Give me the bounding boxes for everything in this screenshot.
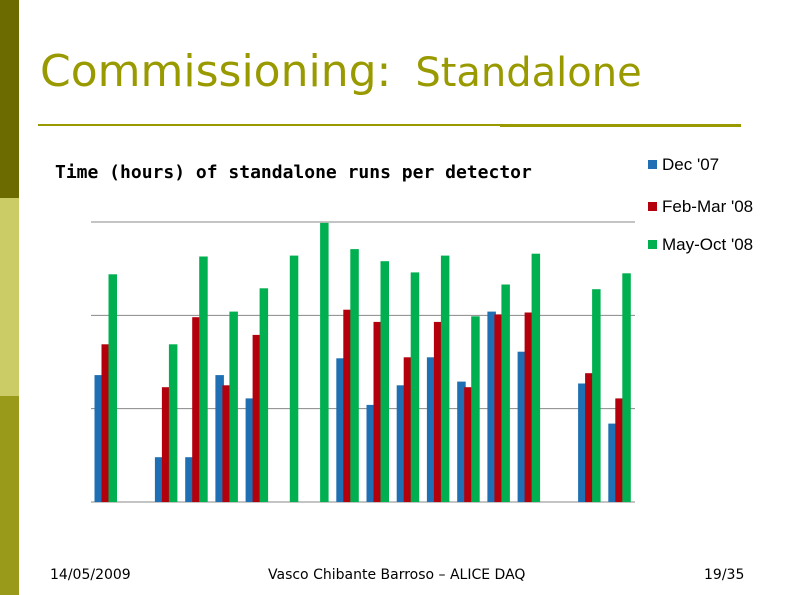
bar-series3-category7 [289,255,299,502]
bar-series3-category8 [320,222,329,502]
bar-series1-category14 [487,311,496,502]
title-underline-accent [500,124,741,127]
bar-series1-category15 [517,351,527,502]
bar-series1-category3 [154,457,164,502]
legend-item-febmar08: Feb-Mar '08 [648,197,753,217]
bar-series2-category15 [524,312,534,502]
bar-series3-category18 [622,273,631,502]
bar-series3-category13 [471,316,480,502]
bar-series1-category9 [336,358,345,502]
sidebar-decoration [0,0,19,595]
legend-label-febmar08: Feb-Mar '08 [662,197,754,216]
bar-series2-category9 [343,309,352,502]
bar-series3-category17 [592,289,601,502]
bar-series2-category3 [161,387,171,502]
bar-series3-category12 [440,255,450,502]
slide-title: Commissioning: Standalone [40,46,642,97]
bar-series2-category14 [494,314,503,502]
bar-series1-category10 [366,404,375,502]
bar-series3-category15 [531,253,541,502]
bar-series3-category14 [501,284,510,502]
bar-series1-category6 [245,398,255,502]
bar-series1-category13 [457,381,466,502]
legend-swatch-dec07 [648,160,657,169]
bar-series2-category18 [615,398,624,502]
bar-series1-category4 [185,457,194,502]
bar-series2-category11 [403,357,413,502]
bar-series3-category10 [380,261,389,502]
sidebar-block-bottom [0,396,19,595]
chart-title: Time (hours) of standalone runs per dete… [55,162,532,183]
sidebar-block-top [0,0,19,198]
footer-date: 14/05/2009 [50,567,131,583]
bar-series2-category1 [101,344,110,502]
slide-title-sub: Standalone [415,50,642,96]
title-underline [38,124,500,126]
bar-series1-category18 [608,423,617,502]
bar-series3-category11 [410,272,420,502]
bar-series2-category13 [464,387,473,502]
legend-swatch-mayoct08 [648,240,657,249]
footer-author: Vasco Chibante Barroso – ALICE DAQ [268,567,526,583]
legend-item-mayoct08: May-Oct '08 [648,235,753,255]
bar-series3-category4 [199,256,208,502]
bar-series2-category17 [585,373,594,502]
bar-series3-category9 [350,249,359,502]
legend-label-mayoct08: May-Oct '08 [662,235,754,254]
bar-series3-category1 [108,274,117,502]
bar-series1-category17 [578,383,587,502]
bar-series1-category1 [94,375,103,502]
bar-series3-category6 [259,288,269,502]
bar-series1-category12 [426,357,436,502]
footer-page-number: 19/35 [704,567,745,583]
legend-swatch-febmar08 [648,202,657,211]
bar-series2-category5 [222,385,231,502]
legend-item-dec07: Dec '07 [648,155,719,175]
bar-series2-category6 [252,334,262,502]
bar-series2-category10 [373,321,382,502]
bar-series2-category12 [433,321,443,502]
slide-title-main: Commissioning: [40,46,392,97]
bar-series1-category5 [215,375,224,502]
bar-series3-category5 [229,311,238,502]
bar-series2-category4 [192,317,201,502]
legend-label-dec07: Dec '07 [662,155,720,174]
sidebar-block-middle [0,198,19,396]
bar-series1-category11 [396,385,406,502]
bar-series3-category3 [168,344,178,502]
